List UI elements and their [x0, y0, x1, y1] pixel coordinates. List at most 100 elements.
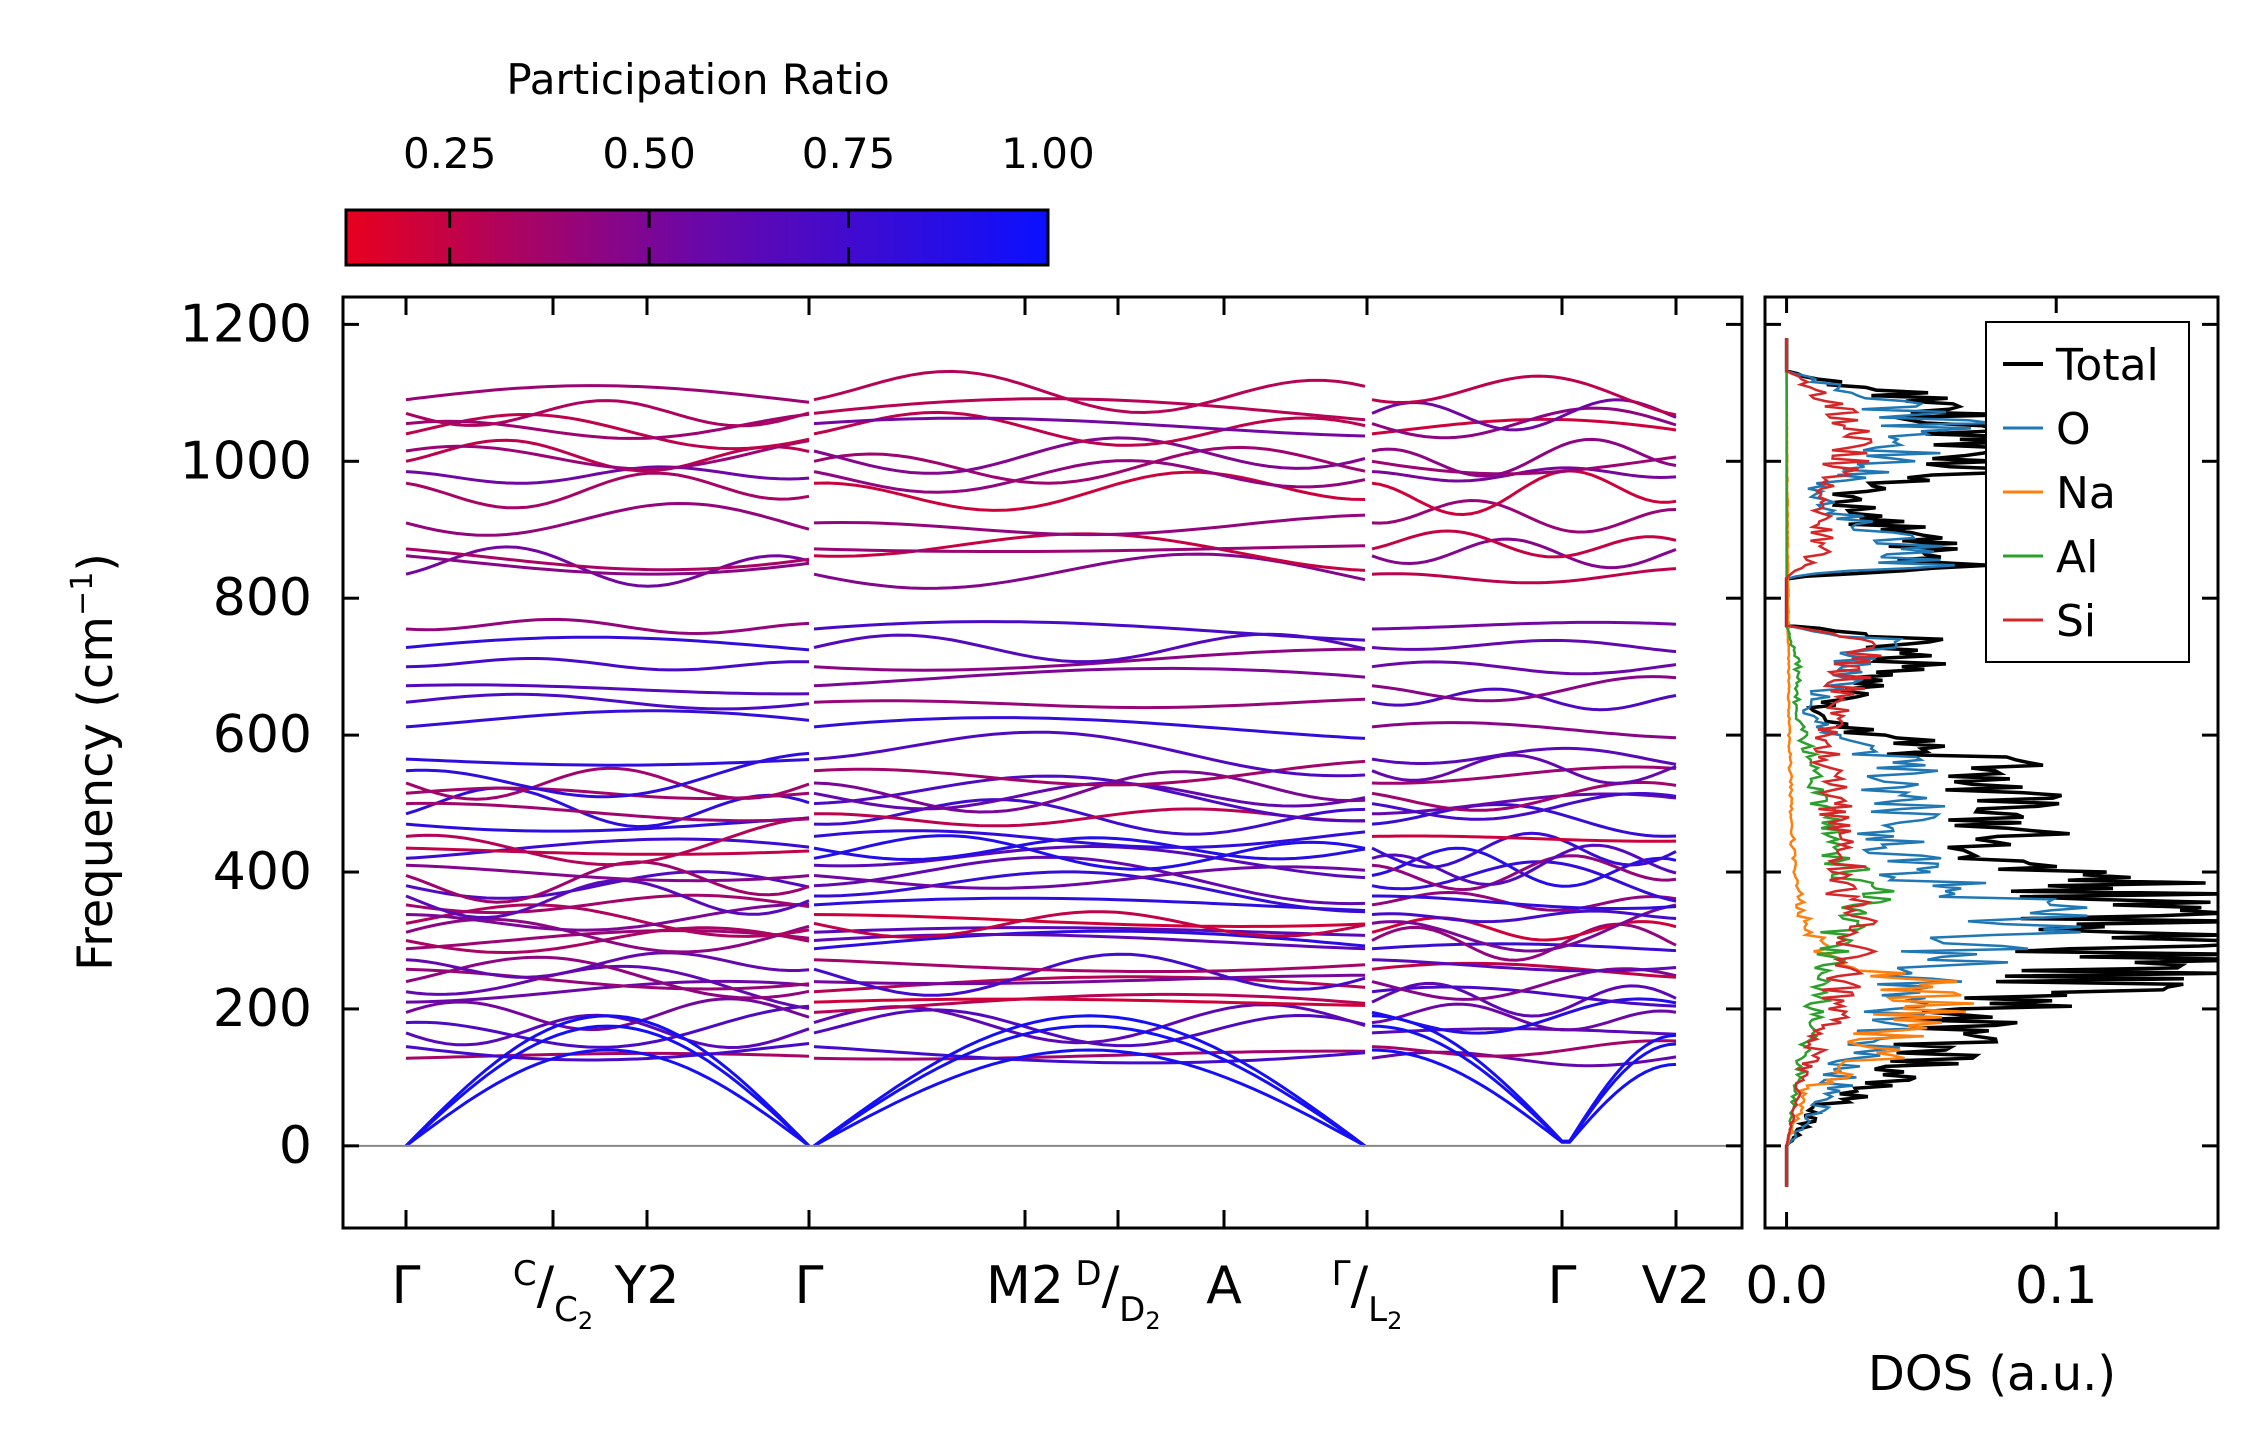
y-tick-label: 600: [213, 705, 312, 765]
kpoint-label-y2: Y2: [614, 1256, 680, 1316]
legend-label: Si: [2056, 596, 2096, 647]
phonon-branch: [813, 620, 1366, 642]
ylabel-sup: −1: [65, 572, 100, 616]
phonon-branch: [813, 716, 1366, 740]
colorbar: Participation Ratio 0.25 0.50 0.75 1.00: [344, 55, 1095, 267]
phonon-branch: [405, 997, 810, 1031]
phonon-branch: [405, 471, 810, 510]
phonon-branch: [813, 855, 1366, 906]
kpoint-label-gamma-l2: Γ/L2: [1332, 1254, 1403, 1335]
phonon-branch: [405, 501, 810, 537]
phonon-branch: [405, 929, 810, 951]
phonon-branch: [1371, 638, 1677, 654]
kpoint-y2-sub: 2: [646, 1256, 679, 1316]
phonon-branch: [813, 632, 1366, 664]
legend-label: O: [2056, 404, 2091, 455]
kpoint-label-gamma-2: Γ: [795, 1256, 824, 1316]
kpoint-d2-sub: 2: [1145, 1307, 1160, 1335]
kpoint-v2-main: V: [1642, 1256, 1678, 1316]
phonon-branch: [1371, 854, 1677, 892]
phonon-branch: [405, 657, 810, 672]
phonon-branch: [405, 816, 810, 867]
phonon-branch: [1371, 834, 1677, 843]
phonon-branch: [405, 709, 810, 729]
kpoint-gamma-sup: Γ: [1332, 1254, 1351, 1294]
phonon-branch: [1371, 660, 1677, 676]
phonon-branch: [405, 878, 810, 920]
legend-label: Na: [2056, 468, 2116, 519]
dos-axis-label: DOS (a.u.): [1868, 1346, 2116, 1402]
legend-label: Total: [2055, 340, 2159, 391]
phonon-branch: [1371, 961, 1677, 979]
phonon-branch: [813, 807, 1366, 828]
phonon-branch: [813, 836, 1366, 862]
phonon-branch: [813, 913, 1366, 929]
colorbar-ticks: 0.25 0.50 0.75 1.00: [403, 129, 1095, 265]
phonon-branch: [1371, 890, 1677, 912]
ylabel-main: Frequency (cm: [68, 616, 124, 971]
phonon-branch: [813, 973, 1366, 986]
phonon-branch: [405, 692, 810, 711]
kpoint-slash-2: /: [1102, 1256, 1120, 1316]
kpoint-label-a: A: [1206, 1256, 1242, 1316]
kpoint-label-v2: V2: [1642, 1256, 1711, 1316]
phonon-branch: [1372, 894, 1677, 910]
colorbar-tick-label: 0.75: [802, 129, 896, 178]
phonon-branch: [405, 439, 810, 471]
phonon-branch: [813, 958, 1366, 973]
phonon-branch: [813, 834, 1366, 871]
y-tick-label: 800: [213, 568, 312, 628]
phonon-branch: [405, 554, 810, 576]
phonon-branch: [405, 412, 810, 451]
dos-legend: Total O Na Al Si: [1985, 321, 2190, 663]
phonon-branch: [405, 635, 810, 652]
phonon-branch: [405, 617, 810, 636]
dos-series-total: [1784, 338, 2218, 1187]
colorbar-gradient: [344, 208, 1050, 267]
phonon-branch: [405, 903, 810, 938]
ylabel-close: ): [68, 553, 124, 572]
legend-label: Al: [2056, 532, 2098, 583]
colorbar-tick-label: 1.00: [1001, 129, 1095, 178]
phonon-branch: [1371, 958, 1677, 973]
phonon-branch: [1371, 903, 1677, 953]
acoustic-branch: [1371, 1014, 1677, 1143]
kpoint-d2-main: D: [1119, 1290, 1145, 1330]
kpoint-slash-3: /: [1351, 1256, 1369, 1316]
phonon-branch: [1371, 831, 1677, 869]
y-tick-label: 1000: [180, 431, 312, 491]
acoustic-branch: [813, 1048, 1366, 1148]
phonon-branch: [813, 697, 1366, 710]
kpoint-c-sup: C: [513, 1254, 537, 1294]
dos-x-tick-label: 0.0: [1745, 1256, 1828, 1316]
dos-series-si: [1785, 338, 1882, 1187]
phonon-branch: [1371, 765, 1677, 785]
phonon-branch: [813, 829, 1366, 849]
phonon-branch: [1371, 860, 1677, 903]
dos-x-tick-label: 0.1: [2015, 1256, 2098, 1316]
kpoint-label-gamma-1: Γ: [392, 1256, 421, 1316]
phonon-branch: [405, 751, 810, 799]
phonon-branch: [1371, 802, 1677, 838]
phonon-branch: [405, 384, 810, 404]
acoustic-branch: [404, 1024, 811, 1147]
phonon-branch: [1371, 675, 1677, 703]
phonon-branch: [405, 766, 810, 801]
kpoint-m2-main: M: [986, 1256, 1031, 1316]
kpoint-label-m2: M2: [986, 1256, 1064, 1316]
phonon-branch: [1371, 537, 1677, 570]
acoustic-branch: [405, 1048, 810, 1148]
phonon-branch: [813, 647, 1366, 672]
phonon-branch: [813, 369, 1366, 415]
phonon-branch: [405, 683, 810, 696]
frequency-axis-label: Frequency (cm−1): [65, 553, 124, 971]
phonon-branch: [813, 445, 1366, 485]
band-structure-panel: 1200 1000 800 600 400 200 0 Frequency (cm−1) Γ…: [65, 294, 1744, 1335]
acoustic-branch: [813, 1014, 1366, 1148]
phonon-branch: [1371, 792, 1677, 821]
dos-panel: 0.0 0.1 DOS (a.u.) Total O Na Al Si: [1745, 295, 2220, 1402]
phonon-branch: [405, 926, 810, 955]
phonon-branch: [813, 544, 1366, 553]
phonon-branch: [405, 846, 810, 856]
phonon-branch: [1371, 981, 1677, 1018]
